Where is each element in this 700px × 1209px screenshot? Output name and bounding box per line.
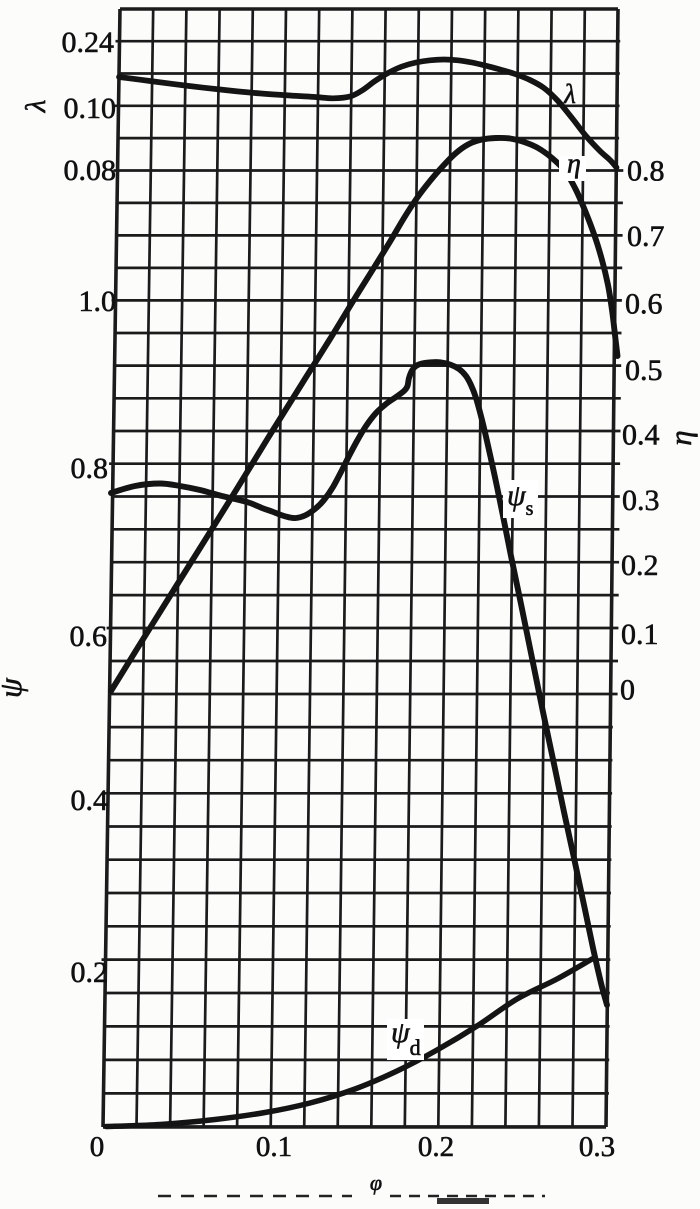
svg-text:ψ: ψ — [0, 677, 28, 698]
svg-text:0: 0 — [90, 1131, 105, 1163]
svg-text:φ: φ — [370, 1170, 382, 1195]
svg-text:0.3: 0.3 — [622, 484, 660, 517]
svg-text:λ: λ — [20, 100, 52, 114]
svg-text:0: 0 — [620, 674, 635, 707]
svg-text:η: η — [663, 430, 698, 445]
svg-text:λ: λ — [563, 79, 576, 109]
svg-text:0.10: 0.10 — [64, 92, 117, 125]
svg-text:0.5: 0.5 — [625, 354, 663, 387]
svg-text:0.7: 0.7 — [627, 220, 665, 253]
svg-text:0.8: 0.8 — [71, 452, 109, 485]
svg-text:0.1: 0.1 — [256, 1131, 292, 1163]
svg-text:0.4: 0.4 — [71, 784, 109, 817]
svg-text:0.8: 0.8 — [627, 155, 665, 188]
svg-text:0.2: 0.2 — [621, 549, 659, 582]
svg-text:1.0: 1.0 — [79, 285, 117, 318]
svg-text:0.6: 0.6 — [625, 288, 663, 321]
svg-text:0.6: 0.6 — [70, 620, 108, 653]
svg-text:0.08: 0.08 — [64, 154, 117, 187]
svg-text:0.4: 0.4 — [622, 419, 660, 452]
svg-text:0.24: 0.24 — [62, 26, 115, 59]
svg-text:0.2: 0.2 — [418, 1131, 454, 1163]
svg-text:0.3: 0.3 — [579, 1131, 615, 1163]
svg-text:0.1: 0.1 — [621, 618, 659, 651]
svg-text:0.2: 0.2 — [71, 956, 109, 989]
svg-text:η: η — [567, 149, 581, 180]
